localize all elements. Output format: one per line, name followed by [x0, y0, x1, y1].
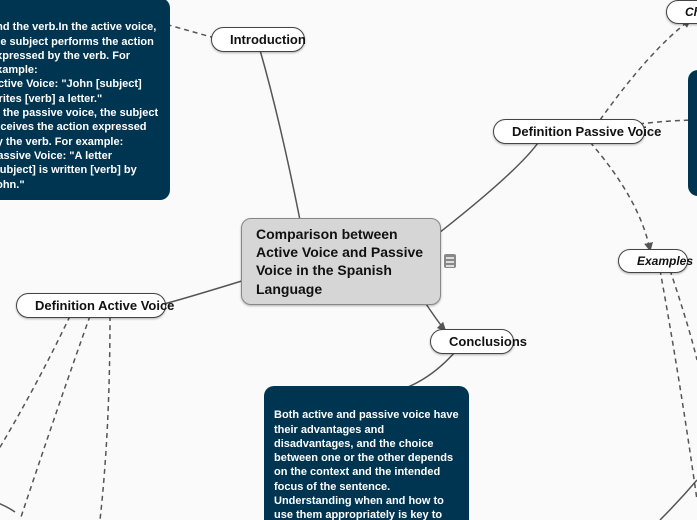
conclusions-textbox: Both active and passive voice have their… [264, 386, 469, 520]
definition-passive-voice-node[interactable]: Definition Passive Voice [493, 119, 645, 144]
introduction-label: Introduction [230, 32, 306, 47]
mindmap-canvas[interactable]: { "colors": { "canvas_bg": "#fafafa", "c… [0, 0, 697, 520]
introduction-textbox: and the verb.In the active voice, the su… [0, 0, 170, 200]
central-topic-label: Comparison between Active Voice and Pass… [256, 226, 423, 297]
characteristics-node[interactable]: Chara [666, 0, 697, 24]
conclusions-node[interactable]: Conclusions [430, 329, 514, 354]
examples-node[interactable]: Examples [618, 249, 688, 273]
definition-active-voice-label: Definition Active Voice [35, 298, 174, 313]
examples-label: Examples [637, 254, 693, 268]
definition-passive-voice-label: Definition Passive Voice [512, 124, 661, 139]
definition-active-voice-node[interactable]: Definition Active Voice [16, 293, 166, 318]
central-topic-node[interactable]: Comparison between Active Voice and Pass… [241, 218, 441, 305]
conclusions-text: Both active and passive voice have their… [274, 409, 459, 520]
note-icon[interactable] [444, 254, 456, 268]
introduction-text: and the verb.In the active voice, the su… [0, 21, 158, 190]
introduction-node[interactable]: Introduction [211, 27, 305, 52]
characteristics-label: Chara [685, 5, 697, 19]
passive-partial-textbox: In s w w s t o [688, 70, 697, 196]
conclusions-label: Conclusions [449, 334, 527, 349]
